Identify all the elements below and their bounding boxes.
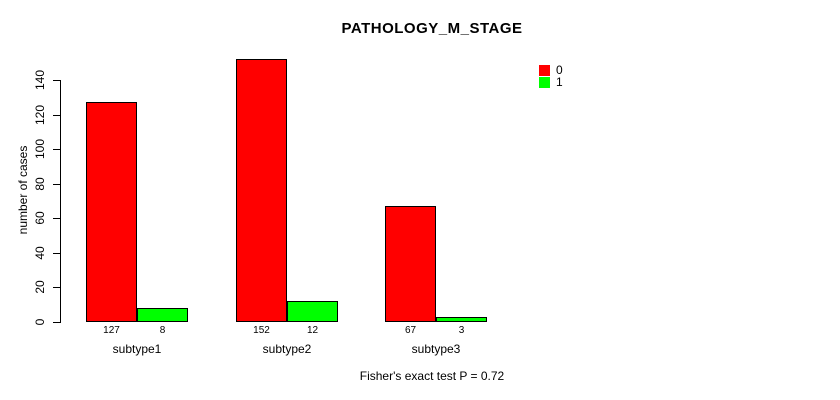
y-tick <box>53 80 60 81</box>
y-tick <box>53 184 60 185</box>
bar-0-subtype2 <box>236 59 287 322</box>
legend-label-0: 0 <box>556 63 563 77</box>
y-tick <box>53 322 60 323</box>
legend-swatch-1 <box>539 77 550 88</box>
y-tick-label: 80 <box>33 177 47 191</box>
y-tick <box>53 253 60 254</box>
x-category-label-subtype2: subtype2 <box>262 342 312 356</box>
y-axis-line <box>60 80 61 323</box>
y-tick <box>53 287 60 288</box>
y-axis-title: number of cases <box>16 145 30 235</box>
y-tick-label: 120 <box>33 104 47 126</box>
y-tick <box>53 218 60 219</box>
y-tick-label: 60 <box>33 211 47 225</box>
chart-title: PATHOLOGY_M_STAGE <box>341 20 523 37</box>
fisher-test-caption: Fisher's exact test P = 0.72 <box>359 369 505 383</box>
y-tick <box>53 115 60 116</box>
bar-value-label: 12 <box>306 325 319 336</box>
bar-value-label: 3 <box>458 325 465 336</box>
bar-0-subtype3 <box>385 206 436 322</box>
bar-value-label: 127 <box>103 325 120 336</box>
bar-value-label: 152 <box>253 325 270 336</box>
y-tick-label: 140 <box>33 69 47 91</box>
y-tick-label: 40 <box>33 246 47 260</box>
y-tick <box>53 149 60 150</box>
bar-value-label: 8 <box>159 325 166 336</box>
y-tick-label: 20 <box>33 280 47 294</box>
bar-1-subtype3 <box>436 317 487 322</box>
bar-1-subtype2 <box>287 301 338 322</box>
bar-value-label: 67 <box>404 325 417 336</box>
legend-label-1: 1 <box>556 75 563 89</box>
y-tick-label: 0 <box>33 318 47 326</box>
x-category-label-subtype1: subtype1 <box>112 342 162 356</box>
y-tick-label: 100 <box>33 138 47 160</box>
bar-1-subtype1 <box>137 308 188 322</box>
bar-0-subtype1 <box>86 102 137 322</box>
legend-swatch-0 <box>539 65 550 76</box>
x-category-label-subtype3: subtype3 <box>411 342 461 356</box>
